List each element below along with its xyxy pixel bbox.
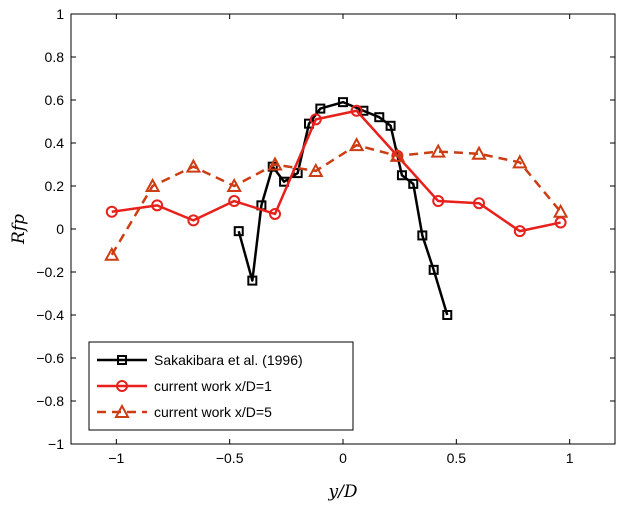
data-point bbox=[396, 170, 407, 181]
data-point bbox=[269, 207, 281, 220]
data-point bbox=[358, 105, 369, 116]
data-point bbox=[473, 197, 485, 210]
legend-label: Sakakibara et al. (1996) bbox=[154, 352, 303, 368]
y-axis: 1 0.8 0.6 0.4 0.2 0 −0.2 −0.4 −0.6 −0.8 −1 bbox=[36, 6, 615, 452]
data-point bbox=[267, 156, 283, 171]
data-point bbox=[247, 275, 258, 286]
legend-marker bbox=[117, 355, 127, 365]
data-point bbox=[552, 203, 569, 218]
y-tick-label: 0.4 bbox=[45, 135, 65, 151]
y-tick-label: −0.4 bbox=[36, 307, 64, 323]
data-point bbox=[309, 113, 322, 126]
y-tick-label: 1 bbox=[56, 6, 64, 22]
series-3 bbox=[104, 137, 569, 261]
y-tick-label: 0.6 bbox=[45, 92, 65, 108]
data-point bbox=[512, 154, 528, 169]
data-point bbox=[428, 264, 439, 275]
legend-marker bbox=[116, 380, 128, 392]
series-2 bbox=[105, 104, 567, 238]
legend: Sakakibara et al. (1996) current work x/D… bbox=[88, 341, 354, 431]
x-tick-label: 1 bbox=[566, 450, 574, 466]
y-tick-label: 0.2 bbox=[45, 178, 65, 194]
data-point bbox=[151, 199, 164, 212]
x-tick-label: 0.5 bbox=[447, 450, 467, 466]
data-point bbox=[348, 137, 365, 152]
y-axis-label: Rfp bbox=[9, 214, 29, 245]
data-point bbox=[374, 112, 385, 123]
data-point bbox=[417, 230, 428, 241]
series-layer bbox=[104, 97, 569, 320]
data-point bbox=[187, 214, 200, 227]
data-point bbox=[442, 310, 453, 320]
data-point bbox=[233, 226, 244, 237]
x-tick-label: −1 bbox=[108, 450, 124, 466]
data-point bbox=[226, 177, 242, 192]
series-1 bbox=[233, 97, 453, 320]
data-point bbox=[471, 145, 487, 160]
legend-label: current work x/D=1 bbox=[154, 378, 272, 394]
data-point bbox=[228, 195, 241, 208]
y-tick-label: −0.6 bbox=[36, 350, 64, 366]
y-tick-label: 0.8 bbox=[45, 49, 65, 65]
data-point bbox=[513, 225, 526, 238]
data-point bbox=[308, 162, 324, 177]
x-tick-label: 0 bbox=[339, 450, 347, 466]
data-point bbox=[144, 177, 161, 192]
y-tick-label: −1 bbox=[48, 436, 64, 452]
data-point bbox=[389, 147, 406, 162]
data-point bbox=[430, 143, 446, 158]
data-point bbox=[104, 246, 120, 261]
data-point bbox=[185, 158, 202, 173]
series-line bbox=[111, 109, 561, 233]
y-tick-label: −0.2 bbox=[36, 264, 64, 280]
x-axis-label: y/D bbox=[328, 482, 358, 502]
data-point bbox=[350, 104, 363, 117]
legend-label: current work x/D=5 bbox=[154, 404, 272, 420]
data-point bbox=[315, 103, 326, 114]
data-point bbox=[105, 205, 118, 218]
data-point bbox=[385, 120, 396, 131]
series-line bbox=[110, 143, 562, 256]
data-point bbox=[432, 195, 445, 208]
data-point bbox=[408, 178, 419, 189]
x-tick-label: −0.5 bbox=[216, 450, 244, 466]
y-tick-label: −0.8 bbox=[36, 393, 64, 409]
x-axis: −1 −0.5 0 0.5 1 bbox=[108, 14, 574, 466]
series-line bbox=[237, 100, 449, 316]
data-point bbox=[338, 97, 348, 108]
y-tick-label: 0 bbox=[56, 221, 64, 237]
legend-marker bbox=[114, 403, 130, 418]
